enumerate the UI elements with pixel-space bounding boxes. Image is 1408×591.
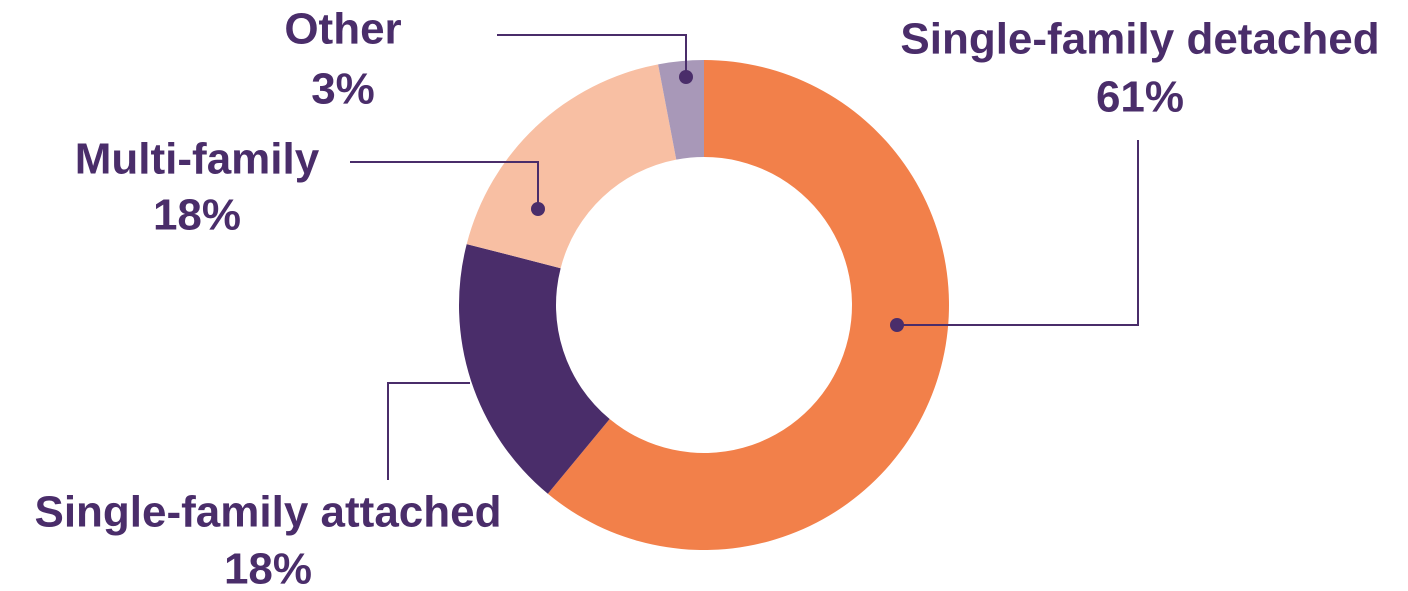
donut-slice: [547, 60, 949, 550]
slice-label: Multi-family: [75, 135, 320, 184]
slice-value-label: 18%: [224, 545, 312, 591]
leader-dot: [679, 70, 693, 84]
leader-dot: [890, 318, 904, 332]
leader-line: [497, 34, 687, 77]
donut-slice: [459, 244, 610, 494]
leader-line: [387, 382, 470, 480]
slice-label: Single-family detached: [900, 15, 1379, 64]
slice-label: Single-family attached: [34, 488, 501, 537]
slice-value-label: 3%: [311, 65, 375, 114]
leader-line: [350, 161, 539, 209]
donut-slice: [466, 64, 677, 269]
leader-dot: [531, 202, 545, 216]
donut-slice: [658, 60, 704, 160]
slice-value-label: 18%: [153, 191, 241, 240]
leader-line: [897, 140, 1139, 326]
slice-label: Other: [284, 5, 401, 54]
slice-value-label: 61%: [1096, 73, 1184, 122]
